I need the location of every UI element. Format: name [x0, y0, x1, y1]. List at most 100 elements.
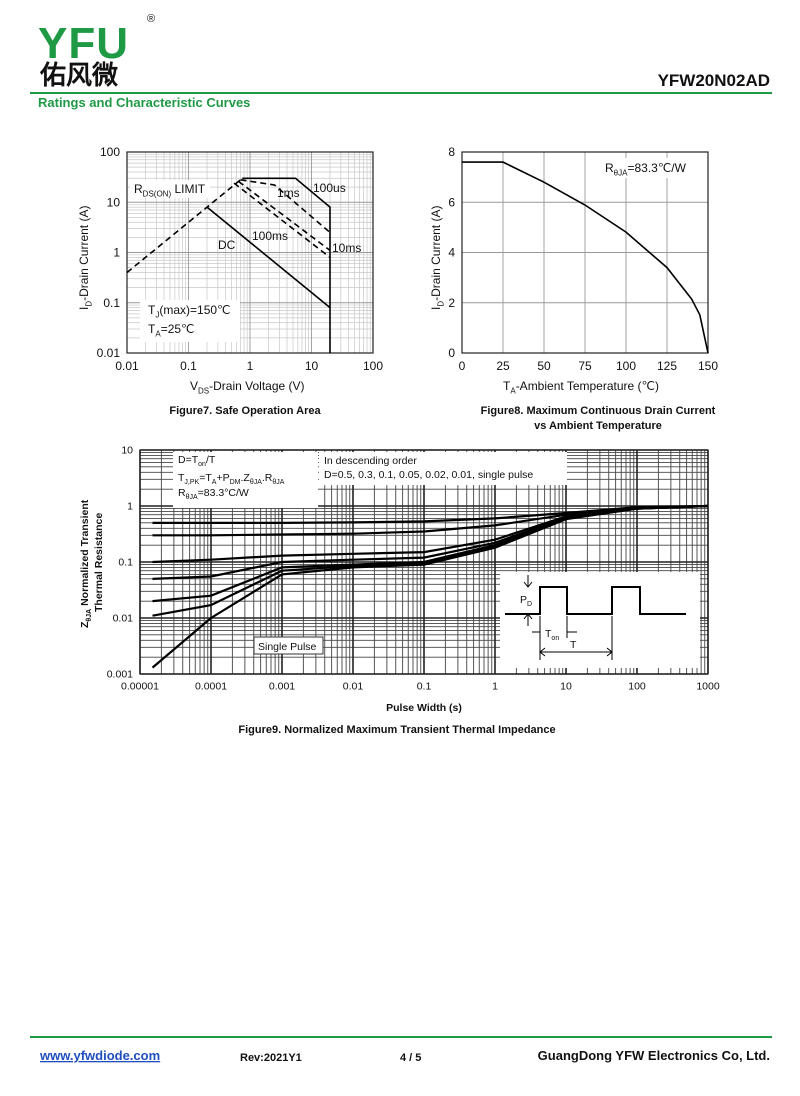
y-axis-label-part: -Drain Current (A) — [77, 206, 91, 301]
logo-cn: 佑风微 — [39, 60, 118, 90]
plot-frame — [461, 151, 709, 354]
label-box — [140, 300, 240, 342]
x-tick-label: 125 — [657, 359, 677, 373]
x-axis-label-part: DS — [198, 387, 209, 396]
x-tick-label: 50 — [537, 359, 551, 373]
label-box — [173, 452, 318, 508]
y-axis-label-part: D — [437, 301, 446, 307]
y-tick-label: 100 — [100, 145, 120, 159]
y-tick-label: 10 — [107, 195, 121, 209]
annotation-part: DS(ON) — [143, 190, 172, 199]
annotation-part: .R — [262, 472, 273, 484]
x-axis-label-part: T — [503, 379, 511, 393]
label-box — [500, 572, 700, 668]
x-axis-label-part: -Drain Voltage (V) — [209, 379, 304, 393]
annotation-part: θJA — [250, 479, 262, 486]
annotation-part: .Z — [240, 472, 250, 484]
series-label: 1ms — [277, 186, 300, 200]
pulse-waveform — [505, 586, 686, 615]
plot-frame — [126, 151, 374, 354]
x-axis-label: VDS-Drain Voltage (V) — [190, 379, 305, 396]
series-line — [240, 179, 331, 234]
series-line — [206, 206, 331, 309]
annotation: T — [570, 639, 577, 651]
annotation-part: A — [212, 479, 217, 486]
annotation: RθJA=83.3°C/W — [178, 487, 249, 501]
annotation-part: (max)=150℃ — [159, 303, 230, 317]
x-tick-label: 100 — [363, 359, 383, 373]
website[interactable]: www.yfwdiode.com — [39, 1048, 160, 1063]
annotation: D=0.5, 0.3, 0.1, 0.05, 0.02, 0.01, singl… — [324, 469, 533, 481]
annotation: RDS(ON) LIMIT — [134, 182, 206, 199]
x-tick-label: 1 — [247, 359, 254, 373]
series-label: 10ms — [332, 241, 361, 255]
annotation: TJ,PK=TA+PDM.ZθJA.RθJA — [178, 472, 285, 486]
x-tick-label: 1 — [492, 681, 498, 693]
y-axis-label: ID-Drain Current (A) — [429, 206, 446, 310]
x-tick-label: 25 — [496, 359, 510, 373]
caption: vs Ambient Temperature — [534, 420, 662, 432]
part-number: YFW20N02AD — [658, 71, 770, 90]
plot-frame — [139, 449, 709, 675]
page-number: 4 / 5 — [400, 1052, 421, 1064]
annotation-part: DM — [230, 479, 241, 486]
caption: Figure7. Safe Operation Area — [169, 405, 321, 417]
x-axis-label-part: V — [190, 379, 198, 393]
annotation-part: =83.3℃/W — [627, 161, 686, 175]
x-tick-label: 0.01 — [115, 359, 139, 373]
annotation-part: D — [527, 601, 532, 608]
company: GuangDong YFW Electronics Co, Ltd. — [538, 1048, 770, 1063]
y-axis-label: Thermal Resistance — [93, 513, 105, 612]
y-axis-label-part: Z — [79, 621, 91, 628]
y-tick-label: 1 — [113, 246, 120, 260]
x-tick-label: 150 — [698, 359, 718, 373]
pulse-arrows — [523, 575, 613, 660]
x-tick-label: 75 — [578, 359, 592, 373]
x-tick-label: 0.1 — [417, 681, 432, 693]
logo: YFU — [38, 19, 129, 68]
series-line — [238, 180, 331, 252]
x-tick-label: 0.1 — [180, 359, 197, 373]
annotation: PD — [520, 594, 532, 608]
y-tick-label: 0.001 — [107, 669, 133, 681]
y-axis-label: ID-Drain Current (A) — [77, 206, 94, 310]
x-tick-label: 10 — [560, 681, 572, 693]
y-tick-label: 6 — [448, 195, 455, 209]
annotation-part: θJA — [186, 494, 198, 501]
x-tick-label: 0.00001 — [121, 681, 159, 693]
series-line — [151, 504, 709, 669]
y-axis-label: ZθJA Normalized Transient — [79, 499, 93, 628]
x-tick-label: 0.0001 — [195, 681, 227, 693]
annotation-part: P — [520, 594, 527, 606]
series-line — [233, 182, 331, 259]
annotation-part: =83.3°C/W — [198, 487, 249, 499]
annotation-part: θJA — [272, 479, 284, 486]
y-tick-label: 0 — [448, 346, 455, 360]
annotation-part: T — [148, 322, 156, 336]
y-axis-label-part: θJA — [86, 609, 93, 622]
annotation-part: θJA — [614, 169, 628, 178]
x-tick-label: 0 — [459, 359, 466, 373]
caption: Figure8. Maximum Continuous Drain Curren… — [481, 405, 716, 417]
annotation-part: J — [155, 311, 159, 320]
y-tick-label: 1 — [127, 501, 133, 513]
x-axis-label: Pulse Width (s) — [386, 702, 462, 714]
x-tick-label: 1000 — [696, 681, 720, 693]
annotation-part: R — [605, 161, 614, 175]
annotation-part: R — [134, 182, 143, 196]
label-box — [600, 158, 700, 178]
annotation-part: D=T — [178, 454, 199, 466]
y-tick-label: 0.01 — [97, 346, 121, 360]
section-title: Ratings and Characteristic Curves — [38, 95, 250, 110]
label-box — [253, 636, 324, 655]
annotation: Ton — [545, 628, 559, 642]
annotation-part: T — [178, 472, 185, 484]
y-tick-label: 10 — [121, 445, 133, 457]
annotation-part: on — [198, 461, 206, 468]
x-axis-label: TA-Ambient Temperature (℃) — [503, 379, 659, 396]
annotation: Single Pulse — [258, 641, 317, 653]
series-line — [126, 179, 242, 274]
annotation-part: R — [178, 487, 186, 499]
annotation: In descending order — [324, 455, 417, 467]
